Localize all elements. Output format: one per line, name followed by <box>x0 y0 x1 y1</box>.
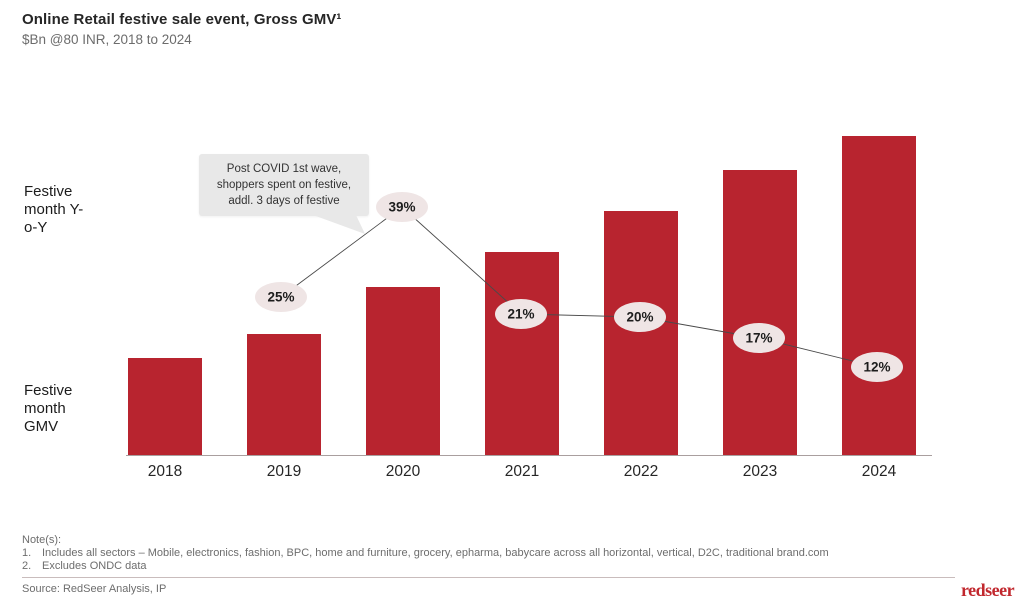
covid-callout-line3: addl. 3 days of festive <box>228 195 340 208</box>
page-subtitle: $Bn @80 INR, 2018 to 2024 <box>22 32 192 47</box>
x-tick-2020: 2020 <box>385 463 421 480</box>
yoy-bubble-2020 <box>376 192 428 222</box>
x-tick-2018: 2018 <box>147 463 183 480</box>
note-item: 1. Includes all sectors – Mobile, electr… <box>22 547 829 560</box>
bar-2021 <box>485 252 559 455</box>
callout-tail <box>313 215 365 234</box>
notes-label: Note(s): <box>22 534 62 546</box>
note-item: 2. Excludes ONDC data <box>22 560 829 573</box>
yoy-bubble-label-2019: 25% <box>267 290 294 305</box>
x-axis-line <box>126 455 932 456</box>
covid-callout-line2: shoppers spent on festive, <box>216 178 352 191</box>
redseer-logo: redseer <box>961 580 1015 600</box>
bar-2022 <box>604 211 678 455</box>
x-tick-2024: 2024 <box>861 463 897 480</box>
axis-label-gmv: Festive month GMV <box>24 382 73 435</box>
bar-2020 <box>366 286 440 455</box>
note-number: 2. <box>22 560 32 573</box>
page-title: Online Retail festive sale event, Gross … <box>22 11 342 28</box>
bar-2019 <box>247 334 321 455</box>
source-text: Source: RedSeer Analysis, IP <box>22 583 167 595</box>
x-tick-2019: 2019 <box>266 463 302 480</box>
yoy-bubble-label-2020: 39% <box>388 200 415 215</box>
x-tick-2022: 2022 <box>623 463 659 480</box>
yoy-bubble-2019 <box>255 282 307 312</box>
note-text: Includes all sectors – Mobile, electroni… <box>42 547 829 560</box>
note-text: Excludes ONDC data <box>42 560 147 573</box>
covid-callout: Post COVID 1st wave, shoppers spent on f… <box>199 154 369 216</box>
footnotes: Note(s): 1. Includes all sectors – Mobil… <box>22 534 829 574</box>
footer-divider <box>22 577 955 578</box>
bar-2018 <box>128 358 202 455</box>
note-number: 1. <box>22 547 32 560</box>
x-tick-2021: 2021 <box>504 463 540 480</box>
x-tick-2023: 2023 <box>742 463 778 480</box>
covid-callout-line1: Post COVID 1st wave, <box>226 162 342 175</box>
axis-label-yoy: Festive month Y-o-Y <box>24 183 84 236</box>
header: Online Retail festive sale event, Gross … <box>22 11 342 47</box>
bar-2023 <box>723 169 797 455</box>
bar-2024 <box>842 136 916 455</box>
